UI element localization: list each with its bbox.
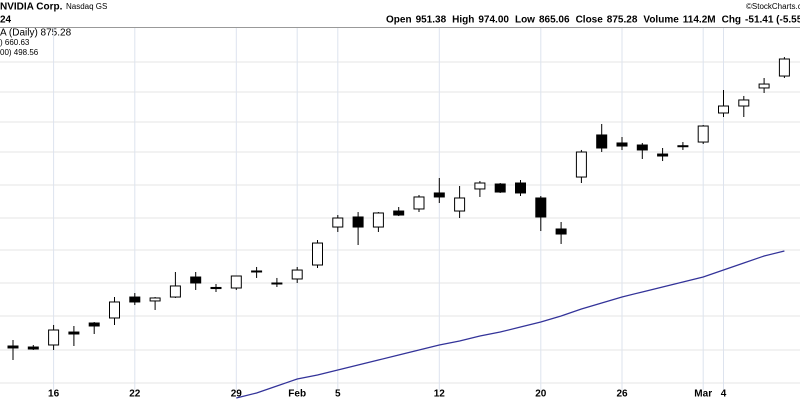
quote-value: 865.06 xyxy=(539,15,570,26)
candle-body xyxy=(433,192,445,198)
legend-entry: ) 660.63 xyxy=(0,38,30,47)
candle-body xyxy=(636,144,648,151)
candle-body xyxy=(454,197,466,212)
candle-body xyxy=(758,83,770,89)
exchange: Nasdaq GS xyxy=(66,2,107,11)
source: ©StockCharts.c xyxy=(746,2,800,11)
candle-body xyxy=(372,212,384,228)
quote-label: Volume xyxy=(643,15,679,26)
candle-body xyxy=(271,282,283,285)
candle-body xyxy=(48,329,60,346)
x-tick-label: 20 xyxy=(535,389,547,400)
candle-body xyxy=(251,270,263,273)
candle-body xyxy=(575,151,587,178)
candle-body xyxy=(697,125,709,143)
quote-value: 875.28 xyxy=(607,15,638,26)
candle-body xyxy=(738,99,750,107)
candle-body xyxy=(169,285,181,298)
candle-body xyxy=(352,216,364,228)
date: 24 xyxy=(0,15,12,26)
x-tick-label: Feb xyxy=(288,389,306,400)
quote-label: Open xyxy=(386,15,412,26)
x-tick-label: 12 xyxy=(434,389,446,400)
candle-body xyxy=(88,322,100,327)
candle-body xyxy=(393,210,405,216)
candle-body xyxy=(68,331,80,335)
moving-average-line xyxy=(236,250,785,399)
legend-entry: 00) 498.56 xyxy=(0,48,39,57)
candle-body xyxy=(109,301,120,319)
legend-entry: A (Daily) 875.28 xyxy=(0,28,72,39)
x-tick-label: 4 xyxy=(721,389,727,400)
x-tick-label: 22 xyxy=(129,389,141,400)
quote-value: -51.41 (-5.55% xyxy=(745,15,800,26)
candle-body xyxy=(494,183,506,193)
quote-value: 951.38 xyxy=(416,15,447,26)
background-grid xyxy=(0,61,800,384)
quote-value: 974.00 xyxy=(478,15,509,26)
quote-label: Chg xyxy=(722,15,741,26)
x-tick-label: 5 xyxy=(335,389,341,400)
x-tick-label: Mar xyxy=(694,389,712,400)
candle-body xyxy=(312,242,323,266)
candle-body xyxy=(596,134,608,149)
candle-body xyxy=(555,228,567,235)
candle-body xyxy=(535,197,547,218)
candle-body xyxy=(677,145,689,148)
quote-value: 114.2M xyxy=(683,15,716,26)
candle-body xyxy=(718,105,729,114)
candle-body xyxy=(190,276,202,284)
quote-line: Open 951.38 High 974.00 Low 865.06 Close 875.28… xyxy=(386,15,800,26)
chart-title: NVIDIA Corp. xyxy=(0,2,63,13)
candle-body xyxy=(230,275,242,289)
x-tick-label: 29 xyxy=(231,389,243,400)
candle-body xyxy=(332,217,344,228)
quote-label: Close xyxy=(576,15,604,26)
x-tick-label: 16 xyxy=(48,389,60,400)
quote-label: Low xyxy=(515,15,535,26)
candle-body xyxy=(616,142,628,147)
candle-body xyxy=(413,196,425,210)
quote-label: High xyxy=(452,15,474,26)
candle-body xyxy=(291,269,303,280)
candle-body xyxy=(149,297,161,302)
candle-body xyxy=(7,345,19,349)
x-tick-label: 26 xyxy=(616,389,628,400)
candle-body xyxy=(129,296,141,303)
candle-body xyxy=(474,182,486,190)
candle-body xyxy=(210,286,222,290)
candle-body xyxy=(27,346,39,350)
candle-body xyxy=(657,153,669,157)
candle-body xyxy=(515,182,526,194)
candle-body xyxy=(778,58,790,77)
